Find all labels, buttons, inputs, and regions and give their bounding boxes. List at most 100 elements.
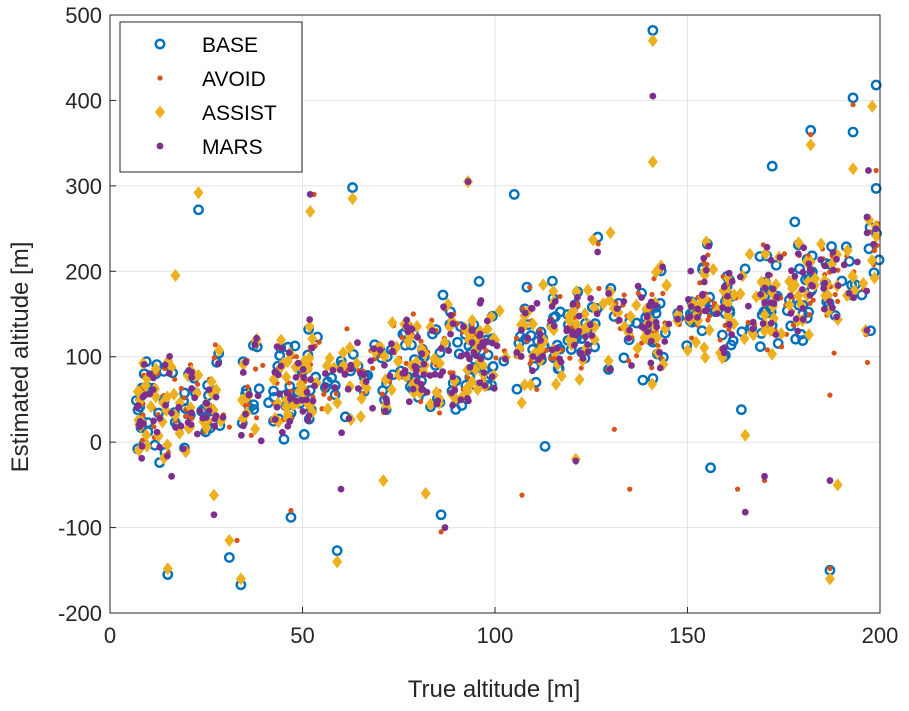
assist-point	[582, 283, 593, 297]
base-point	[193, 204, 204, 216]
avoid-point	[689, 335, 695, 341]
mars-point	[761, 284, 769, 292]
mars-point	[479, 342, 487, 350]
legend-label: BASE	[202, 34, 258, 57]
mars-point	[741, 508, 749, 516]
x-axis-label: True altitude [m]	[408, 676, 581, 703]
mars-point	[574, 294, 581, 301]
mars-point	[245, 391, 253, 399]
avoid-point	[810, 297, 816, 303]
mars-point	[303, 396, 310, 404]
avoid-point	[438, 529, 444, 535]
assist-point	[276, 333, 287, 347]
legend: BASE AVOID ASSIST MARS	[119, 21, 303, 173]
base-point	[263, 397, 274, 409]
mars-point	[705, 242, 713, 250]
assist-point	[516, 396, 527, 410]
mars-point	[360, 371, 368, 379]
mars-point	[156, 414, 164, 422]
base-point	[870, 79, 882, 91]
avoid-point	[649, 291, 655, 298]
base-point	[766, 160, 778, 172]
assist-point	[467, 313, 478, 327]
avoid-point	[873, 167, 879, 174]
mars-point	[311, 382, 318, 390]
base-point	[637, 374, 649, 386]
assist-point	[361, 381, 372, 395]
assist-point	[867, 253, 878, 267]
avoid-point	[596, 285, 602, 292]
mars-point	[476, 379, 484, 387]
assist-point	[282, 407, 293, 421]
mars-point	[468, 327, 476, 334]
mars-point	[286, 417, 294, 425]
mars-point	[150, 417, 157, 425]
mars-point	[177, 422, 185, 430]
mars-point	[863, 326, 871, 334]
mars-point	[242, 358, 250, 366]
mars-point	[647, 359, 655, 367]
avoid-point	[726, 326, 732, 332]
mars-point	[647, 337, 655, 345]
assist-point	[472, 383, 483, 397]
avoid-point	[534, 386, 540, 393]
base-point	[772, 337, 784, 349]
assist-point	[150, 362, 161, 376]
mars-point	[728, 331, 735, 338]
assist-point	[208, 488, 219, 502]
legend-entry-base: BASE	[154, 34, 258, 57]
mars-point	[161, 361, 169, 369]
mars-point	[466, 363, 474, 371]
mars-point	[449, 373, 457, 381]
assist-point	[632, 341, 643, 355]
mars-point	[749, 318, 757, 326]
mars-point	[700, 278, 708, 286]
mars-point	[529, 367, 536, 375]
avoid-point	[248, 432, 254, 438]
mars-point	[420, 360, 428, 368]
avoid-point	[418, 399, 424, 405]
legend-label: ASSIST	[202, 102, 277, 125]
mars-point	[638, 323, 645, 331]
assist-point	[528, 317, 539, 331]
mars-point	[299, 407, 307, 415]
assist-point	[332, 555, 343, 569]
assist-point	[847, 269, 858, 283]
assist-point	[647, 377, 658, 391]
mars-point	[694, 305, 702, 313]
mars-point	[273, 403, 281, 411]
assist-point	[740, 428, 751, 442]
mars-point	[799, 304, 807, 312]
mars-point	[212, 393, 220, 401]
assist-point	[816, 237, 827, 251]
mars-point	[418, 386, 426, 394]
x-tick-label: 150	[669, 623, 706, 648]
mars-point	[665, 320, 673, 328]
assist-point	[598, 297, 609, 311]
assist-point	[519, 378, 530, 392]
mars-point	[463, 351, 471, 359]
assist-point	[603, 354, 614, 368]
avoid-point	[745, 319, 751, 326]
mars-point	[413, 377, 421, 385]
mars-point	[799, 268, 807, 276]
mars-point	[593, 310, 601, 318]
mars-point	[441, 524, 449, 531]
mars-point	[153, 428, 161, 436]
mars-point	[139, 393, 147, 401]
mars-point	[547, 317, 554, 325]
mars-point	[865, 167, 872, 174]
legend-box	[119, 21, 303, 173]
avoid-point	[717, 337, 723, 343]
base-point	[347, 182, 358, 193]
assist-point	[744, 247, 755, 261]
mars-point	[321, 382, 329, 390]
assist-point	[661, 278, 672, 292]
avoid-point	[418, 338, 424, 344]
mars-point	[309, 397, 317, 405]
mars-point	[606, 365, 614, 373]
mars-point	[307, 376, 314, 383]
mars-point	[513, 349, 521, 356]
mars-point	[548, 346, 556, 354]
assist-point	[332, 396, 343, 410]
